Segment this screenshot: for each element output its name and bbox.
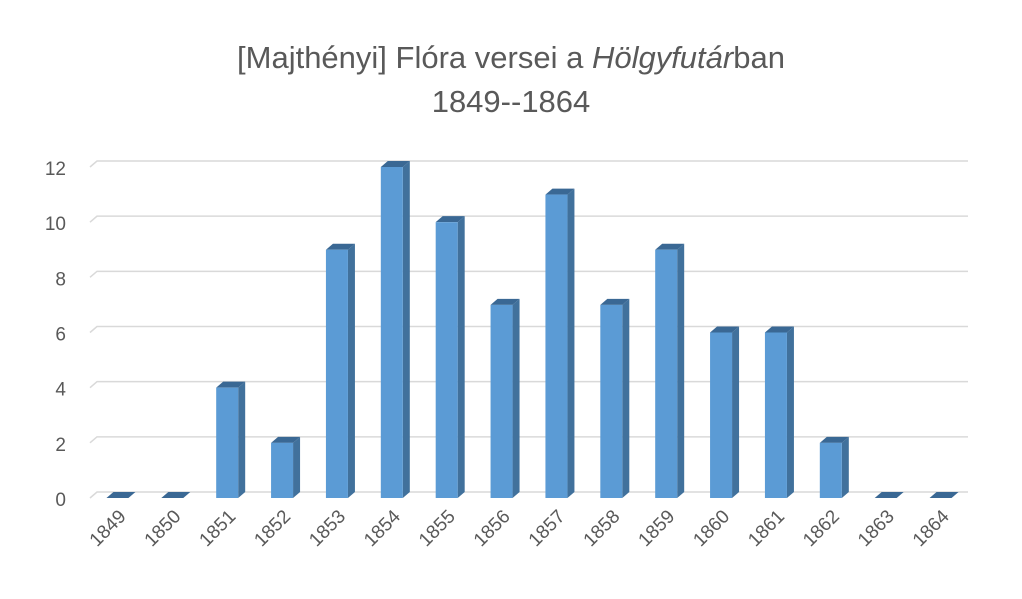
bar-top bbox=[271, 436, 301, 443]
bar-side bbox=[567, 188, 575, 499]
bar bbox=[764, 332, 787, 498]
bar bbox=[600, 304, 623, 498]
title-part: [Majthényi] Flóra versei a bbox=[237, 40, 592, 75]
bar-top bbox=[600, 298, 630, 305]
bar-side bbox=[841, 436, 849, 498]
bar-side bbox=[347, 243, 355, 498]
bar-top bbox=[819, 436, 849, 443]
bar-side bbox=[402, 161, 410, 498]
chart-subtitle: 1849--1864 bbox=[432, 84, 591, 119]
chart-title: [Majthényi] Flóra versei a Hölgyfutárban bbox=[237, 40, 785, 75]
y-tick-label: 6 bbox=[55, 325, 66, 346]
bar-side bbox=[293, 436, 301, 498]
bar-top bbox=[545, 188, 575, 195]
bar bbox=[655, 249, 678, 498]
bar-top bbox=[655, 243, 685, 250]
bar bbox=[216, 387, 239, 498]
bar bbox=[490, 304, 513, 498]
y-tick-label: 8 bbox=[55, 269, 66, 290]
y-tick-label: 0 bbox=[55, 490, 66, 511]
bar-side bbox=[786, 326, 794, 498]
bar-top bbox=[764, 326, 794, 333]
bar bbox=[325, 249, 348, 498]
y-tick-label: 2 bbox=[55, 435, 66, 456]
bar-side bbox=[238, 381, 246, 498]
bar bbox=[710, 332, 733, 498]
bar-top bbox=[106, 492, 136, 498]
title-part: Hölgyfutár bbox=[592, 40, 735, 75]
grid-line bbox=[89, 160, 968, 168]
bar-top bbox=[435, 216, 465, 223]
bar-top bbox=[161, 492, 191, 498]
bar bbox=[819, 442, 842, 498]
y-tick-label: 4 bbox=[55, 380, 66, 401]
bar-top bbox=[216, 381, 246, 388]
bar-top bbox=[380, 161, 410, 167]
bar-side bbox=[512, 298, 520, 498]
y-tick-label: 12 bbox=[45, 159, 66, 180]
bar-side bbox=[732, 326, 740, 498]
bar-top bbox=[710, 326, 740, 333]
bar-top bbox=[490, 298, 520, 305]
bar bbox=[380, 167, 403, 498]
bar-side bbox=[677, 243, 685, 498]
bar bbox=[545, 194, 568, 499]
bar-top bbox=[929, 492, 959, 498]
bar-side bbox=[622, 298, 630, 498]
bar-top bbox=[325, 243, 355, 250]
bar-side bbox=[457, 216, 465, 498]
title-part: ban bbox=[733, 40, 785, 75]
y-tick-label: 10 bbox=[45, 214, 66, 235]
bar-top bbox=[874, 492, 904, 498]
bar bbox=[271, 442, 294, 498]
bar bbox=[435, 222, 458, 498]
grid-line bbox=[89, 215, 968, 223]
